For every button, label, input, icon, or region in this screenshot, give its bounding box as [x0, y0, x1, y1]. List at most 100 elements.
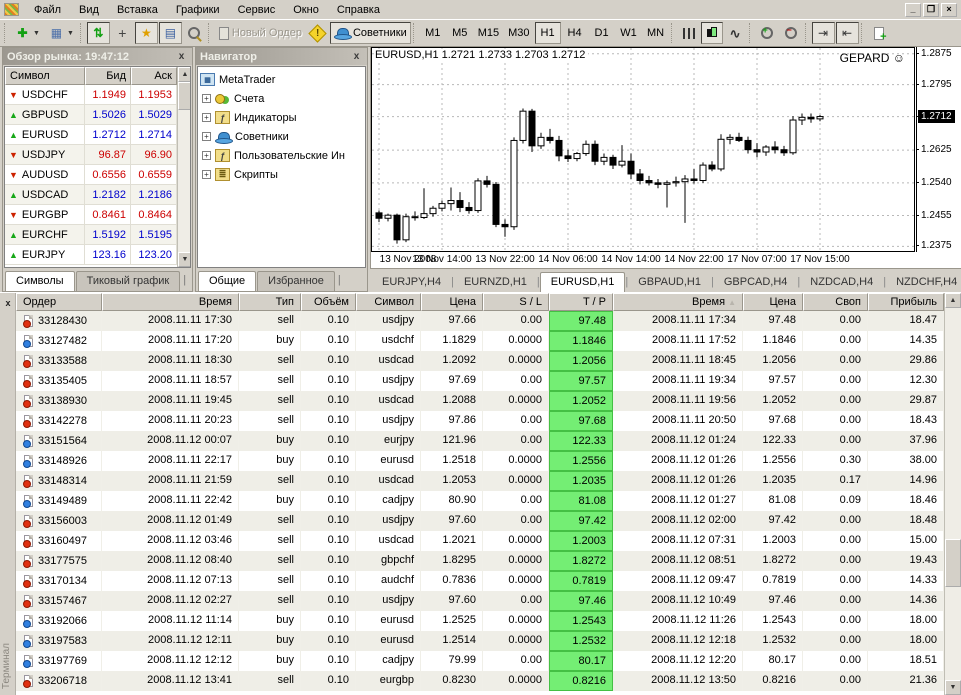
order-row[interactable]: 33142278 2008.11.11 20:23 sell 0.10 usdjpy 97…: [16, 411, 944, 431]
navigator-item[interactable]: + ƒ Индикаторы: [200, 108, 363, 127]
terminal-close-icon[interactable]: x: [5, 298, 11, 308]
order-row[interactable]: 33133588 2008.11.11 18:30 sell 0.10 usdcad 1.…: [16, 351, 944, 371]
navigator-item[interactable]: + ≣ Скрипты: [200, 165, 363, 184]
chart-tab-EURUSDH1[interactable]: EURUSD,H1: [539, 272, 626, 292]
experts-button[interactable]: Советники: [329, 22, 411, 44]
order-row[interactable]: 33149489 2008.11.11 22:42 buy 0.10 cadjpy 80.…: [16, 491, 944, 511]
new-chart-button[interactable]: ✚ ▼: [11, 22, 44, 44]
data-window-button[interactable]: [183, 22, 206, 44]
market-watch-row[interactable]: ▼ USDJPY 96.87 96.90: [5, 145, 177, 165]
order-row[interactable]: 33157467 2008.11.12 02:27 sell 0.10 usdjpy 97…: [16, 591, 944, 611]
menu-Графики[interactable]: Графики: [175, 3, 220, 16]
timeframe-M1[interactable]: M1: [425, 27, 441, 39]
menu-Вид[interactable]: Вид: [79, 3, 99, 16]
timeframe-W1[interactable]: W1: [620, 27, 637, 39]
market-watch-scrollbar[interactable]: ▲ ▼: [177, 67, 190, 267]
order-row[interactable]: 33138930 2008.11.11 19:45 sell 0.10 usdcad 1.…: [16, 391, 944, 411]
scrollbar-thumb[interactable]: [178, 82, 190, 110]
column-header-4[interactable]: Символ: [356, 293, 421, 311]
market-watch-row[interactable]: ▲ GBPUSD 1.5026 1.5029: [5, 105, 177, 125]
timeframe-H1[interactable]: H1: [534, 22, 561, 44]
market-watch-toggle[interactable]: ▤: [158, 22, 182, 44]
navigator-titlebar[interactable]: Навигатор x: [196, 48, 367, 65]
timeframe-D1[interactable]: D1: [594, 27, 609, 39]
order-row[interactable]: 33148926 2008.11.11 22:17 buy 0.10 eurusd 1.2…: [16, 451, 944, 471]
timeframe-M15[interactable]: M15: [477, 27, 500, 39]
scroll-down-icon[interactable]: ▼: [178, 252, 190, 267]
market-watch-row[interactable]: ▲ EURCHF 1.5192 1.5195: [5, 225, 177, 245]
order-row[interactable]: 33148314 2008.11.11 21:59 sell 0.10 usdcad 1.…: [16, 471, 944, 491]
navigator-tab-1[interactable]: Общие: [198, 271, 257, 291]
chart-tab-EURJPYH4[interactable]: EURJPY,H4: [382, 276, 442, 288]
chart-tab-GBPCADH4[interactable]: GBPCAD,H4: [723, 276, 788, 288]
order-row[interactable]: 33151564 2008.11.12 00:07 buy 0.10 eurjpy 121…: [16, 431, 944, 451]
order-row[interactable]: 33156003 2008.11.12 01:49 sell 0.10 usdjpy 97…: [16, 511, 944, 531]
market-watch-row[interactable]: ▲ EURUSD 1.2712 1.2714: [5, 125, 177, 145]
chart-tab-GBPAUDH1[interactable]: GBPAUD,H1: [638, 276, 701, 288]
market-watch-row[interactable]: ▲ USDCAD 1.2182 1.2186: [5, 185, 177, 205]
order-row[interactable]: 33192066 2008.11.12 11:14 buy 0.10 eurusd 1.2…: [16, 611, 944, 631]
market-watch-tab-1[interactable]: Символы: [5, 271, 75, 291]
auto-scroll-toggle[interactable]: ⇥: [811, 22, 835, 44]
column-header-1[interactable]: Время: [102, 293, 239, 311]
market-watch-titlebar[interactable]: Обзор рынка: 19:47:12 x: [3, 48, 192, 65]
column-header-9[interactable]: Цена: [743, 293, 803, 311]
timeframe-MN[interactable]: MN: [646, 27, 665, 39]
expand-plus-icon[interactable]: +: [202, 151, 211, 160]
terminal-side-tab[interactable]: Терминал: [1, 642, 12, 689]
scrollbar-thumb[interactable]: [945, 538, 961, 587]
expand-plus-icon[interactable]: +: [202, 170, 211, 179]
expand-plus-icon[interactable]: +: [202, 113, 211, 122]
symbols-toggle[interactable]: ⇅: [86, 22, 110, 44]
order-row[interactable]: 33128430 2008.11.11 17:30 sell 0.10 usdjpy 97…: [16, 311, 944, 331]
profiles-button[interactable]: ▦ ▼: [45, 22, 78, 44]
bar-chart-type-button[interactable]: [678, 22, 700, 44]
favorites-button[interactable]: ★: [134, 22, 158, 44]
navigator-item[interactable]: + Счета: [200, 89, 363, 108]
expand-plus-icon[interactable]: +: [202, 94, 211, 103]
column-header-7[interactable]: T / P: [549, 293, 613, 311]
line-chart-type-button[interactable]: ∿: [724, 22, 747, 44]
menu-Окно[interactable]: Окно: [293, 3, 319, 16]
column-header-Аск[interactable]: Аск: [131, 67, 177, 85]
navigator-item[interactable]: + ƒ Пользовательские Ин: [200, 146, 363, 165]
chart-tab-NZDCHFH4[interactable]: NZDCHF,H4: [896, 276, 958, 288]
column-header-10[interactable]: Своп: [803, 293, 868, 311]
navigator-root[interactable]: ▦ MetaTrader: [200, 70, 363, 89]
market-watch-tab-2[interactable]: Тиковый график: [75, 271, 181, 291]
dropdown-arrow-icon[interactable]: ▼: [66, 29, 74, 37]
restore-button[interactable]: ❒: [923, 2, 939, 17]
order-row[interactable]: 33135405 2008.11.11 18:57 sell 0.10 usdjpy 97…: [16, 371, 944, 391]
column-header-Бид[interactable]: Бид: [85, 67, 131, 85]
order-row[interactable]: 33206718 2008.11.12 13:41 sell 0.10 eurgbp 0.…: [16, 671, 944, 691]
market-watch-row[interactable]: ▼ USDCHF 1.1949 1.1953: [5, 85, 177, 105]
column-header-8[interactable]: Время ▲: [613, 293, 743, 311]
timeframe-H4[interactable]: H4: [567, 27, 582, 39]
menu-Вставка[interactable]: Вставка: [116, 3, 158, 16]
chart-tab-EURNZDH1[interactable]: EURNZD,H1: [463, 276, 527, 288]
order-row[interactable]: 33177575 2008.11.12 08:40 sell 0.10 gbpchf 1.…: [16, 551, 944, 571]
dropdown-arrow-icon[interactable]: ▼: [33, 29, 40, 37]
close-button[interactable]: ×: [941, 2, 957, 17]
menu-Файл[interactable]: Файл: [34, 3, 62, 16]
timeframe-M5[interactable]: M5: [452, 27, 468, 39]
menu-Сервис[interactable]: Сервис: [237, 3, 276, 16]
order-row[interactable]: 33160497 2008.11.12 03:46 sell 0.10 usdcad 1.…: [16, 531, 944, 551]
autotrading-warning-button[interactable]: [307, 22, 329, 44]
terminal-scrollbar[interactable]: ▲ ▼: [944, 293, 961, 695]
navigator-tab-2[interactable]: Избранное: [257, 271, 335, 291]
market-watch-close-icon[interactable]: x: [178, 51, 185, 62]
order-row[interactable]: 33170134 2008.11.12 07:13 sell 0.10 audchf 0.…: [16, 571, 944, 591]
column-header-6[interactable]: S / L: [483, 293, 549, 311]
minimize-button[interactable]: _: [905, 2, 921, 17]
chart-shift-toggle[interactable]: ⇤: [835, 22, 859, 44]
market-watch-row[interactable]: ▼ AUDUSD 0.6556 0.6559: [5, 165, 177, 185]
scroll-down-icon[interactable]: ▼: [945, 680, 961, 695]
column-header-5[interactable]: Цена: [421, 293, 483, 311]
menu-Справка[interactable]: Справка: [336, 3, 380, 16]
column-header-0[interactable]: Ордер: [16, 293, 102, 311]
navigator-item[interactable]: + Советники: [200, 127, 363, 146]
navigator-close-icon[interactable]: x: [353, 51, 360, 62]
crosshair-button[interactable]: +: [111, 22, 134, 44]
chart-tab-NZDCADH4[interactable]: NZDCAD,H4: [810, 276, 874, 288]
